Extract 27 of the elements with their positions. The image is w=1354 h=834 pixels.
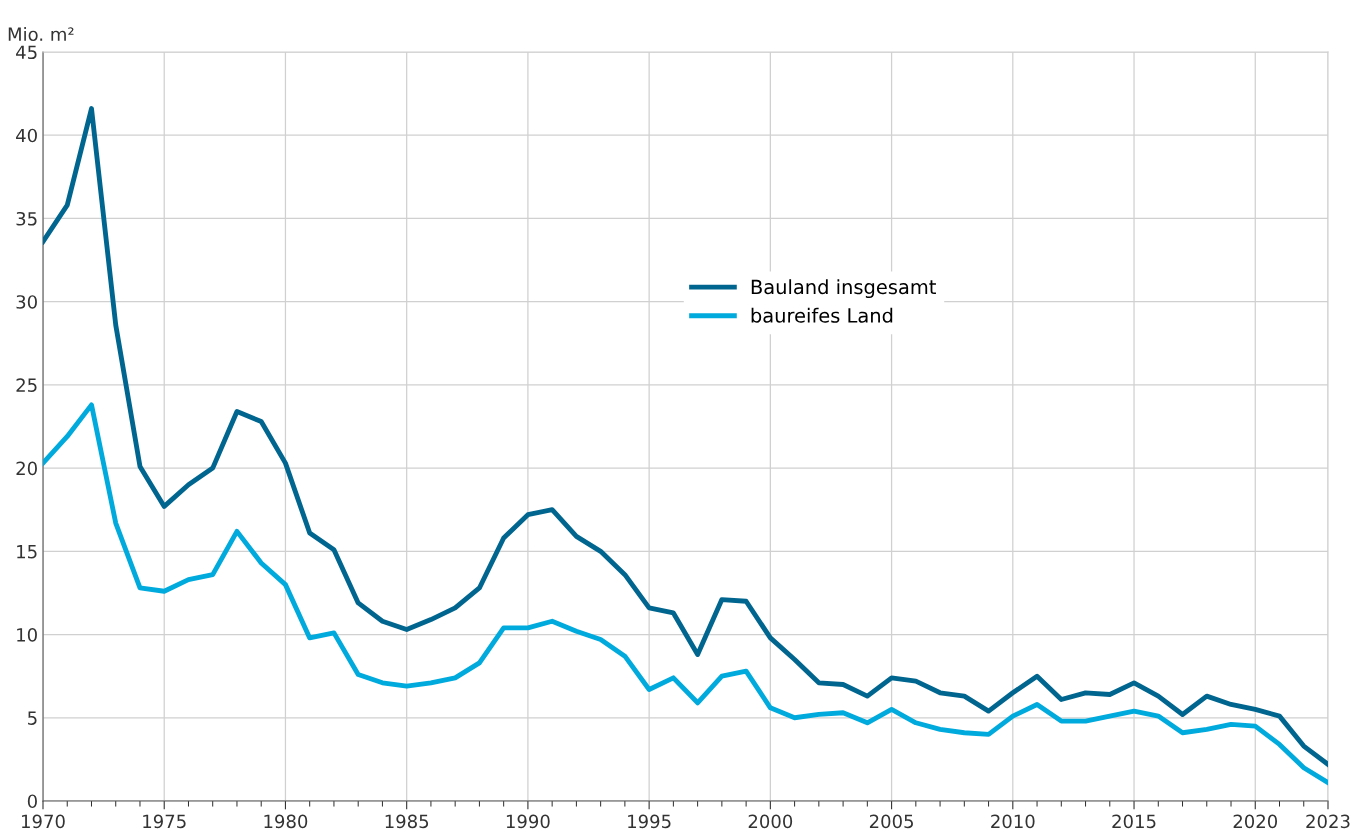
y-tick-label: 35 [16,211,37,226]
x-tick-label: 2000 [748,814,793,829]
line-series [43,106,1328,767]
y-tick-label: 30 [16,295,37,309]
x-tick-label: 1980 [264,814,308,829]
y-tick-label: 0 [27,794,37,809]
x-tick-label: 2020 [1233,814,1278,829]
y-tick-label: 5 [28,711,37,725]
x-tick-label: 2015 [1112,814,1156,829]
y-tick-label: 25 [16,378,37,393]
y-tick-label: 20 [16,461,37,476]
x-tick-label: 2010 [991,814,1035,829]
y-axis-title: Mio. m² [8,27,74,42]
y-tick-label: 45 [16,45,37,60]
line-series [43,402,1328,786]
x-tick-label: 2005 [869,814,913,829]
y-tick-label: 10 [17,628,37,642]
x-tick-label: 1970 [22,814,65,829]
legend-label: baureifes Land [751,307,893,323]
x-tick-label: 1975 [143,814,186,829]
x-tick-label: 1990 [506,814,550,829]
x-tick-label: 1985 [385,814,429,829]
y-tick-label: 15 [17,545,37,559]
legend-label: Bauland insgesamt [751,279,936,299]
x-tick-label: 2023 [1306,814,1350,829]
y-tick-label: 40 [16,128,37,143]
x-tick-label: 1995 [628,814,671,829]
